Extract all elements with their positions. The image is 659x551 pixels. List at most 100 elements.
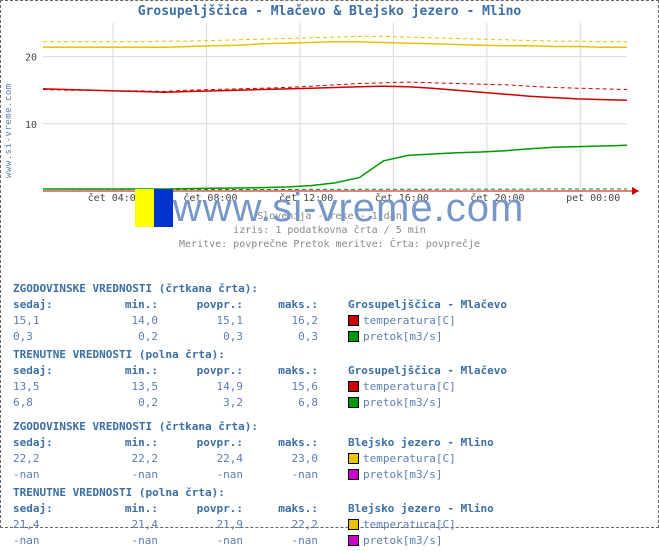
stats-row: 0,30,20,30,3pretok[m3/s] — [13, 329, 648, 345]
col-header: maks.: — [243, 501, 318, 517]
stat-value: 0,3 — [158, 329, 243, 345]
stat-value: -nan — [158, 467, 243, 483]
stat-value: 15,1 — [13, 313, 83, 329]
color-swatch — [348, 519, 359, 530]
stat-value: -nan — [83, 467, 158, 483]
color-swatch — [348, 381, 359, 392]
color-swatch — [348, 315, 359, 326]
legend-label: pretok[m3/s] — [363, 395, 442, 411]
col-header: min.: — [83, 363, 158, 379]
legend-label: pretok[m3/s] — [363, 467, 442, 483]
subcaption-1: Slovenija - reke - 1 dan — [1, 211, 658, 222]
stat-value: 6,8 — [243, 395, 318, 411]
stats-row: 22,222,222,423,0temperatura[C] — [13, 451, 648, 467]
stat-value: -nan — [243, 467, 318, 483]
stats-columns: sedaj:min.:povpr.:maks.: Grosupeljščica -… — [13, 297, 648, 313]
stat-value: 13,5 — [13, 379, 83, 395]
stat-value: -nan — [13, 533, 83, 549]
color-swatch — [348, 453, 359, 464]
stats-header: TRENUTNE VREDNOSTI (polna črta): — [13, 485, 648, 501]
series-title: Blejsko jezero - Mlino — [348, 435, 494, 451]
stat-value: 21,4 — [83, 517, 158, 533]
svg-text:10: 10 — [25, 120, 37, 131]
stats-header: ZGODOVINSKE VREDNOSTI (črtkana črta): — [13, 419, 648, 435]
stats-columns: sedaj:min.:povpr.:maks.: Blejsko jezero -… — [13, 435, 648, 451]
series-title: Grosupeljščica - Mlačevo — [348, 363, 507, 379]
stats-row: -nan-nan-nan-nanpretok[m3/s] — [13, 533, 648, 549]
col-header: maks.: — [243, 435, 318, 451]
col-header: sedaj: — [13, 363, 83, 379]
stat-value: -nan — [243, 533, 318, 549]
stat-value: -nan — [13, 467, 83, 483]
svg-text:20: 20 — [25, 53, 37, 64]
chart-container: www.si-vreme.com Grosupeljščica - Mlačev… — [0, 0, 659, 528]
stat-value: 22,2 — [83, 451, 158, 467]
stats-block: ZGODOVINSKE VREDNOSTI (črtkana črta):sed… — [13, 419, 648, 483]
col-header: min.: — [83, 435, 158, 451]
legend-label: pretok[m3/s] — [363, 329, 442, 345]
legend-label: temperatura[C] — [363, 517, 456, 533]
x-tick-label: čet 16:00 — [375, 193, 429, 204]
stats-row: -nan-nan-nan-nanpretok[m3/s] — [13, 467, 648, 483]
color-swatch — [348, 397, 359, 408]
stat-value: 0,3 — [13, 329, 83, 345]
stats-columns: sedaj:min.:povpr.:maks.: Blejsko jezero -… — [13, 501, 648, 517]
stat-value: 22,4 — [158, 451, 243, 467]
col-header: sedaj: — [13, 435, 83, 451]
col-header: povpr.: — [158, 501, 243, 517]
stats-header: TRENUTNE VREDNOSTI (polna črta): — [13, 347, 648, 363]
stats-row: 13,513,514,915,6temperatura[C] — [13, 379, 648, 395]
x-tick-label: čet 20:00 — [470, 193, 524, 204]
data-tables: ZGODOVINSKE VREDNOSTI (črtkana črta):sed… — [13, 281, 648, 551]
col-header: povpr.: — [158, 435, 243, 451]
stat-value: 0,2 — [83, 395, 158, 411]
stat-value: 0,3 — [243, 329, 318, 345]
x-tick-label: čet 08:00 — [183, 193, 237, 204]
col-header: sedaj: — [13, 297, 83, 313]
col-header: min.: — [83, 501, 158, 517]
color-swatch — [348, 331, 359, 342]
color-swatch — [348, 535, 359, 546]
stat-value: 23,0 — [243, 451, 318, 467]
subcaption-2: izris: 1 podatkovna črta / 5 min — [1, 225, 658, 236]
x-tick-label: pet 00:00 — [566, 193, 620, 204]
x-tick-label: čet 12:00 — [279, 193, 333, 204]
col-header: sedaj: — [13, 501, 83, 517]
x-axis-ticks: čet 04:00 čet 08:00 čet 12:00 čet 16:00 čet … — [43, 193, 641, 207]
col-header: povpr.: — [158, 363, 243, 379]
stat-value: 13,5 — [83, 379, 158, 395]
stat-value: 15,6 — [243, 379, 318, 395]
stat-value: 14,9 — [158, 379, 243, 395]
col-header: min.: — [83, 297, 158, 313]
stat-value: 22,2 — [13, 451, 83, 467]
col-header: maks.: — [243, 363, 318, 379]
subcaption-3: Meritve: povprečne Pretok meritve: Črta:… — [1, 239, 658, 250]
stat-value: 14,0 — [83, 313, 158, 329]
stats-block: ZGODOVINSKE VREDNOSTI (črtkana črta):sed… — [13, 281, 648, 345]
x-tick-label: čet 04:00 — [88, 193, 142, 204]
stat-value: 16,2 — [243, 313, 318, 329]
stat-value: 15,1 — [158, 313, 243, 329]
stat-value: 22,2 — [243, 517, 318, 533]
stat-value: 21,9 — [158, 517, 243, 533]
stat-value: 0,2 — [83, 329, 158, 345]
stat-value: 3,2 — [158, 395, 243, 411]
col-header: povpr.: — [158, 297, 243, 313]
stat-value: 6,8 — [13, 395, 83, 411]
series-title: Grosupeljščica - Mlačevo — [348, 297, 507, 313]
stats-header: ZGODOVINSKE VREDNOSTI (črtkana črta): — [13, 281, 648, 297]
stats-block: TRENUTNE VREDNOSTI (polna črta):sedaj:mi… — [13, 347, 648, 411]
plot-area: 1020 — [43, 23, 641, 193]
series-title: Blejsko jezero - Mlino — [348, 501, 494, 517]
stat-value: 21,4 — [13, 517, 83, 533]
stats-row: 6,80,23,26,8pretok[m3/s] — [13, 395, 648, 411]
legend-label: temperatura[C] — [363, 451, 456, 467]
stat-value: -nan — [158, 533, 243, 549]
plot-svg: 1020 — [43, 23, 641, 193]
col-header: maks.: — [243, 297, 318, 313]
stats-columns: sedaj:min.:povpr.:maks.: Grosupeljščica -… — [13, 363, 648, 379]
stats-block: TRENUTNE VREDNOSTI (polna črta):sedaj:mi… — [13, 485, 648, 549]
stat-value: -nan — [83, 533, 158, 549]
legend-label: temperatura[C] — [363, 379, 456, 395]
legend-label: temperatura[C] — [363, 313, 456, 329]
